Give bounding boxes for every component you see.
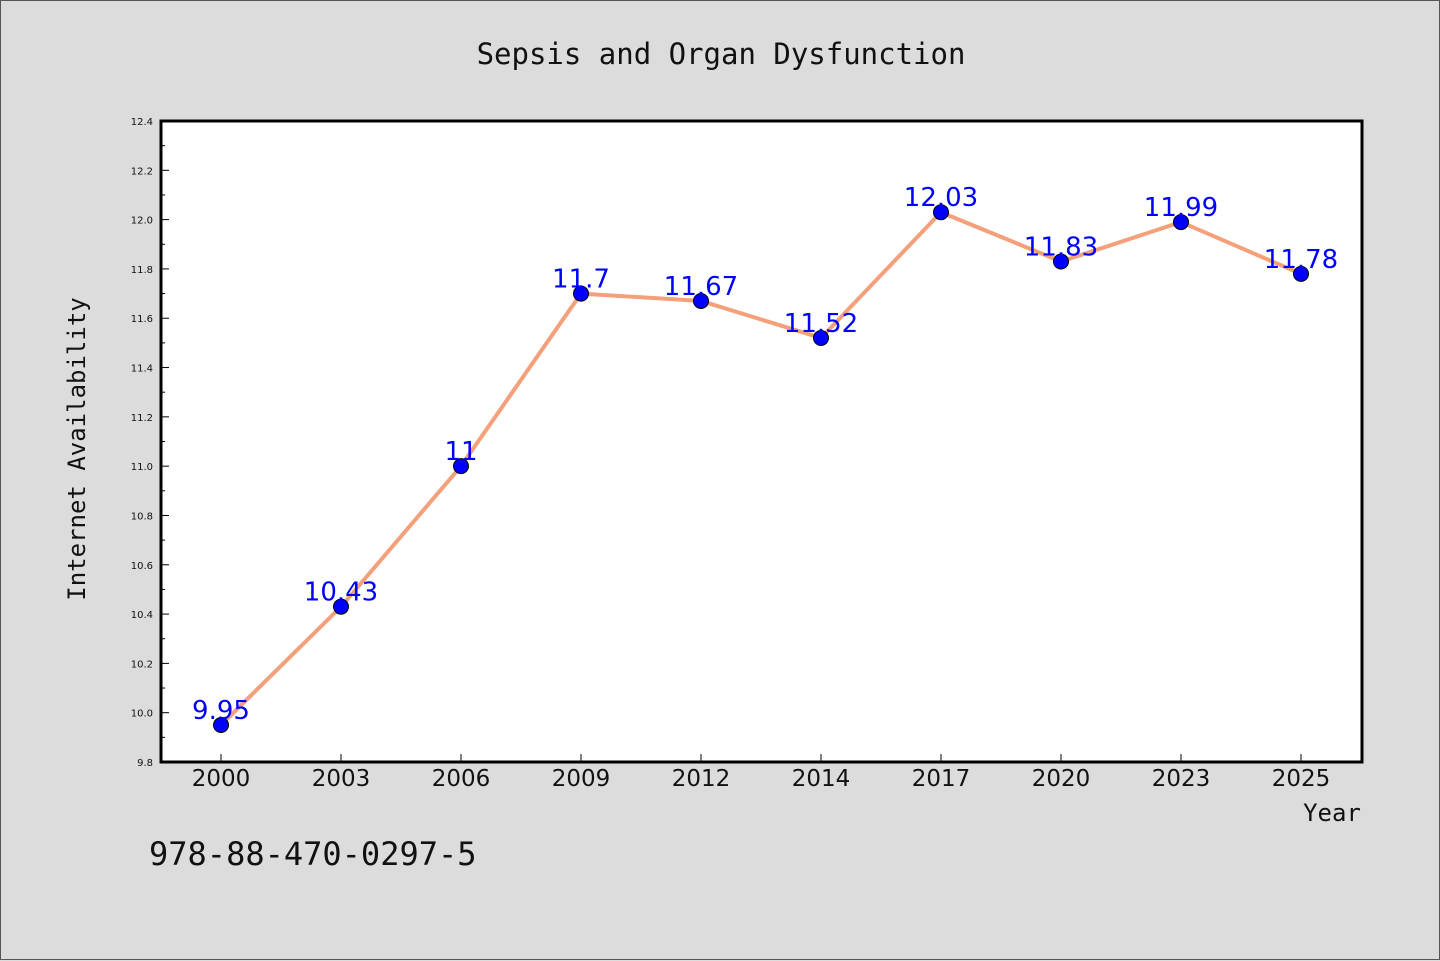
data-point [693, 292, 709, 309]
data-label: 11.52 [784, 309, 858, 339]
y-tick-label: 12.2 [131, 166, 153, 177]
data-point [813, 329, 829, 346]
data-point [213, 717, 229, 734]
data-label: 10.43 [304, 578, 378, 608]
series-markers [213, 204, 1309, 734]
y-tick-label: 10.6 [131, 561, 153, 572]
x-tick-label: 2003 [312, 766, 371, 792]
data-label: 11.7 [552, 265, 610, 295]
x-tick-label: 2009 [552, 766, 611, 792]
y-tick-label: 10.8 [131, 511, 153, 522]
data-point [333, 598, 349, 615]
data-point [1293, 265, 1309, 282]
y-tick-label: 11.8 [131, 265, 153, 276]
chart-title: Sepsis and Organ Dysfunction [477, 37, 966, 71]
data-label: 11.99 [1144, 193, 1218, 223]
x-axis: 2000 2003 2006 2009 2012 2014 2017 2020 2023 2025 [192, 754, 1331, 792]
y-tick-label: 11.6 [131, 314, 153, 325]
data-label: 11.83 [1024, 233, 1098, 263]
x-tick-label: 2014 [792, 766, 851, 792]
data-label: 11.67 [664, 272, 738, 302]
y-axis-label: Internet Availability [63, 297, 91, 600]
data-point [1053, 253, 1069, 270]
y-tick-label: 11.2 [131, 413, 153, 424]
x-tick-label: 2023 [1152, 766, 1211, 792]
data-labels: 9.95 10.43 11 11.7 11.67 11.52 12.03 11.83 11.99… [192, 183, 1338, 726]
y-tick-label: 10.0 [131, 709, 153, 720]
data-label: 12.03 [904, 183, 978, 213]
data-point [933, 204, 949, 221]
y-tick-label: 10.4 [131, 610, 153, 621]
y-tick-label: 10.2 [131, 659, 153, 670]
data-label: 11.78 [1264, 245, 1338, 275]
x-tick-label: 2025 [1272, 766, 1331, 792]
y-tick-label: 12.4 [131, 117, 153, 128]
data-point [453, 458, 469, 475]
plot-frame [159, 119, 1364, 764]
x-axis-label: Year [1303, 799, 1361, 827]
y-tick-label: 9.8 [137, 758, 153, 769]
isbn-text: 978-88-470-0297-5 [149, 835, 477, 873]
y-tick-label: 11.4 [131, 364, 153, 375]
x-tick-label: 2017 [912, 766, 971, 792]
data-label: 11 [444, 437, 477, 467]
data-label: 9.95 [192, 696, 250, 726]
x-tick-label: 2006 [432, 766, 491, 792]
x-tick-label: 2000 [192, 766, 251, 792]
y-tick-label: 11.0 [131, 462, 153, 473]
x-tick-label: 2020 [1032, 766, 1091, 792]
series-line [219, 210, 1303, 728]
y-tick-label: 12.0 [131, 216, 153, 227]
x-tick-label: 2012 [672, 766, 731, 792]
data-point [1173, 214, 1189, 231]
data-point [573, 285, 589, 302]
